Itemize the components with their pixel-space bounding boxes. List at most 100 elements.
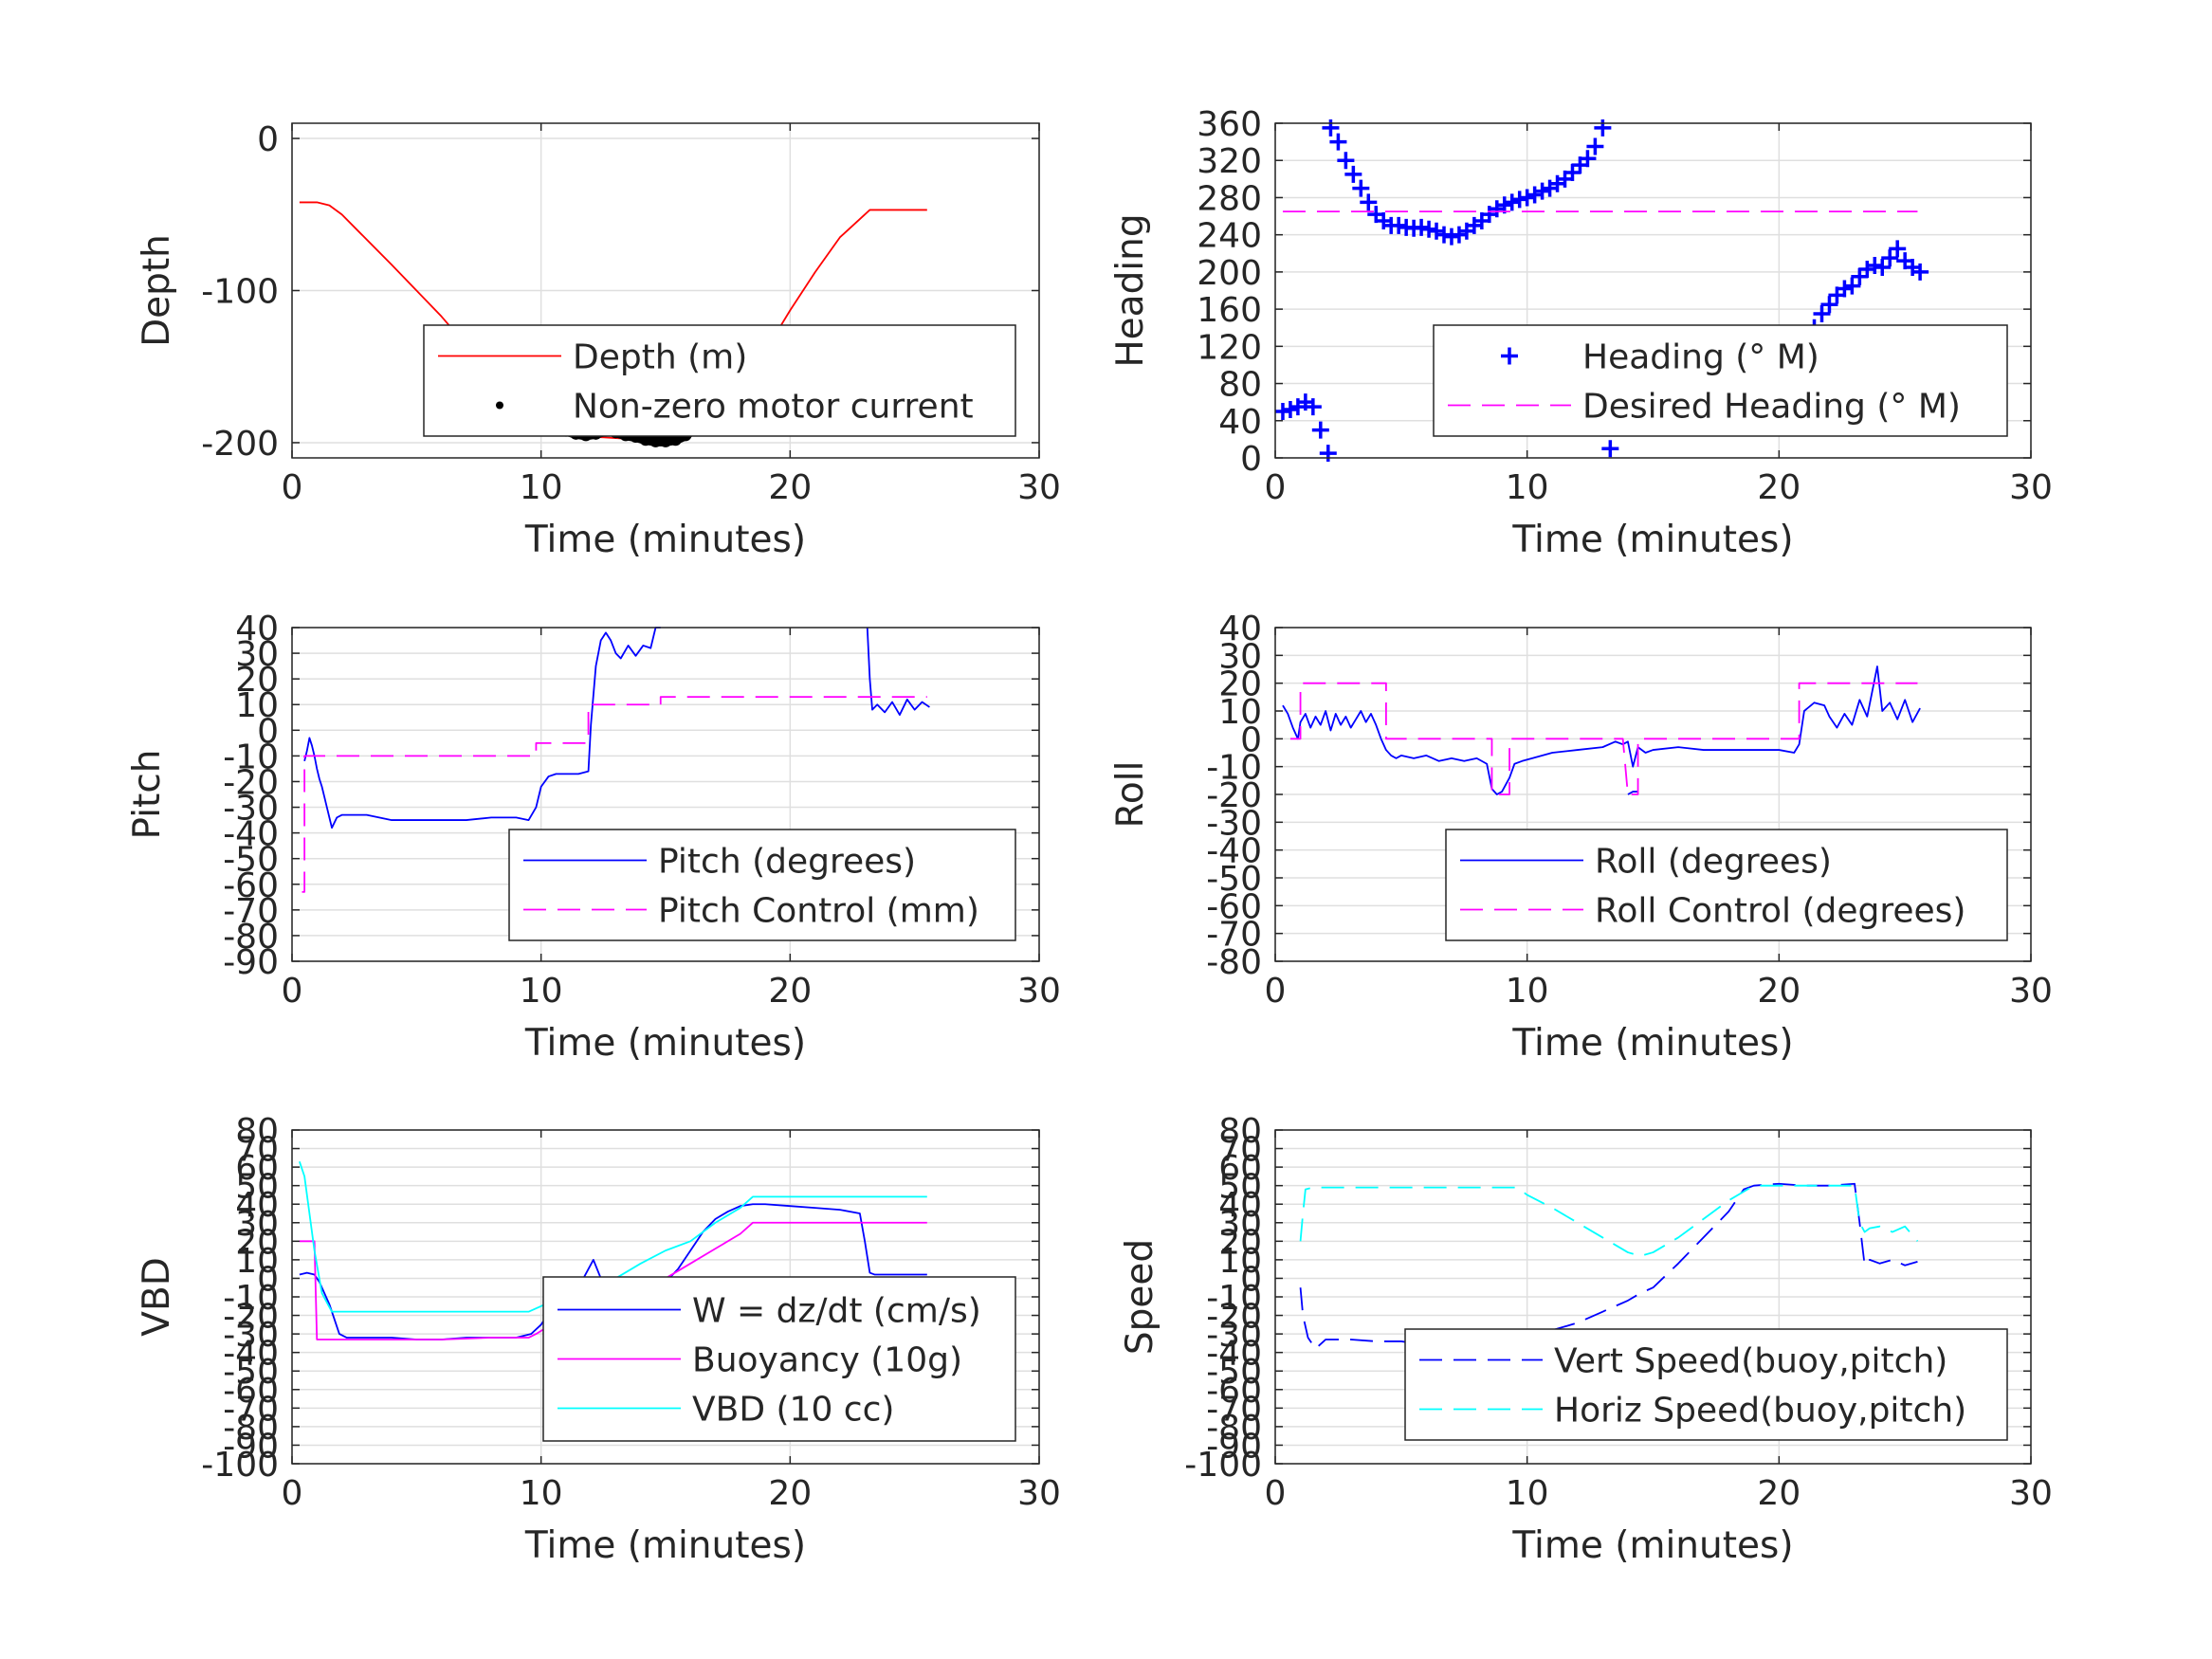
series-line (866, 627, 930, 716)
series-point (1563, 163, 1581, 181)
y-tick-label: -70 (223, 1390, 279, 1429)
y-axis-label: Heading (1109, 213, 1152, 367)
y-tick-label: -90 (223, 943, 279, 982)
x-axis-label: Time (minutes) (1511, 1524, 1793, 1567)
y-tick-label: -90 (223, 1427, 279, 1466)
x-axis-label: Time (minutes) (524, 519, 806, 561)
legend-label: Roll (degrees) (1595, 843, 1832, 882)
y-tick-label: 80 (1218, 1112, 1262, 1151)
y-tick-label: 0 (1240, 1260, 1262, 1299)
x-tick-label: 0 (1265, 972, 1287, 1011)
axes-box (291, 627, 1040, 962)
series-point (1851, 267, 1869, 285)
y-tick-label: -20 (1206, 776, 1262, 815)
series-point (1281, 401, 1299, 419)
x-tick-label: 20 (1757, 972, 1801, 1011)
x-tick-label: 0 (282, 468, 303, 507)
y-tick-label: -100 (1184, 1446, 1262, 1485)
y-tick-label: -20 (223, 1298, 279, 1337)
y-tick-label: 0 (1240, 720, 1262, 759)
x-tick-label: 30 (1017, 468, 1061, 507)
y-tick-label: -60 (223, 1372, 279, 1411)
x-tick-label: 10 (520, 972, 563, 1011)
legend: Heading (° M) Desired Heading (° M) (1433, 324, 2008, 437)
y-tick-label: 20 (1218, 665, 1262, 704)
y-tick-label: -80 (223, 918, 279, 957)
legend-label: Depth (m) (573, 338, 747, 377)
x-tick-label: 0 (282, 972, 303, 1011)
y-tick-label: -70 (1206, 916, 1262, 955)
x-axis-label: Time (minutes) (524, 1022, 806, 1065)
chart-vbd: 0 10 20 3080706050403020100-10-20-30-40-50-… (136, 1112, 1061, 1567)
legend-label: Horiz Speed(buoy,pitch) (1554, 1392, 1966, 1431)
legend-label: VBD (10 cc) (692, 1391, 894, 1430)
series-point (1488, 200, 1506, 218)
x-tick-label: 30 (2009, 1474, 2053, 1513)
legend-box (508, 829, 1016, 941)
chart-roll: 0 10 20 30403020100-10-20-30-40-50-60-70-80… (1109, 610, 2053, 1065)
x-tick-label: 10 (1506, 1474, 1549, 1513)
y-tick-label: -10 (223, 738, 279, 776)
series-point (1428, 222, 1446, 240)
x-tick-label: 20 (1757, 1474, 1801, 1513)
series-point (1360, 193, 1378, 211)
series-point (1413, 218, 1431, 236)
y-tick-label: -40 (223, 1335, 279, 1374)
y-tick-label: 160 (1197, 291, 1262, 330)
series-point (1420, 220, 1438, 238)
series-point (1836, 280, 1854, 298)
series-point (1866, 257, 1884, 275)
y-tick-label: 80 (235, 1112, 279, 1151)
y-tick-label: 70 (1218, 1131, 1262, 1170)
y-tick-label: 30 (235, 1205, 279, 1244)
x-tick-label: 30 (1017, 972, 1061, 1011)
y-tick-label: -90 (1206, 1427, 1262, 1466)
series-point (1322, 119, 1340, 137)
y-axis-label: Depth (136, 234, 178, 347)
chart-speed: 0 10 20 3080706050403020100-10-20-30-40-50-… (1119, 1112, 2053, 1567)
y-tick-label: 240 (1197, 217, 1262, 256)
x-tick-label: 10 (1506, 972, 1549, 1011)
y-tick-label: -80 (1206, 943, 1262, 982)
series-line (1289, 682, 1918, 795)
y-tick-label: -10 (1206, 749, 1262, 788)
legend-label: Desired Heading (° M) (1582, 388, 1961, 427)
y-tick-label: -100 (201, 1446, 279, 1485)
y-tick-label: -10 (1206, 1279, 1262, 1318)
y-tick-label: 360 (1197, 105, 1262, 144)
y-tick-label: 40 (235, 610, 279, 648)
series-point (1503, 193, 1521, 211)
y-axis-label: Roll (1109, 761, 1152, 829)
y-tick-label: -30 (1206, 804, 1262, 843)
x-tick-label: 30 (2009, 468, 2053, 507)
x-tick-label: 30 (1017, 1474, 1061, 1513)
y-tick-label: 20 (235, 661, 279, 700)
y-tick-label: -60 (1206, 887, 1262, 926)
y-tick-label: -30 (1206, 1316, 1262, 1355)
x-tick-label: 30 (2009, 972, 2053, 1011)
y-tick-label: 30 (1218, 637, 1262, 676)
series-point (1390, 216, 1408, 234)
series-point (1518, 189, 1536, 207)
x-tick-label: 0 (1265, 1474, 1287, 1513)
series-line (302, 696, 927, 893)
y-tick-label: 30 (235, 635, 279, 674)
series-point (1352, 179, 1370, 197)
y-tick-label: 120 (1197, 328, 1262, 367)
series-point (1579, 150, 1597, 168)
y-tick-label: -50 (1206, 860, 1262, 899)
y-axis-label: Pitch (126, 750, 169, 840)
y-tick-label: 30 (1218, 1205, 1262, 1244)
legend-box (423, 324, 1016, 437)
legend-label: W = dz/dt (cm/s) (692, 1292, 981, 1331)
legend: W = dz/dt (cm/s) Buoyancy (10g) VBD (10 cc… (542, 1276, 1016, 1442)
y-tick-label: -70 (223, 892, 279, 931)
y-tick-label: -40 (223, 815, 279, 854)
legend-label: Non-zero motor current (573, 388, 974, 427)
legend: Vert Speed(buoy,pitch) Horiz Speed(buoy,p… (1404, 1328, 2008, 1441)
data-layer (302, 627, 930, 893)
series-point (1820, 296, 1838, 314)
series-line (299, 1203, 927, 1340)
y-tick-label: 200 (1197, 254, 1262, 293)
